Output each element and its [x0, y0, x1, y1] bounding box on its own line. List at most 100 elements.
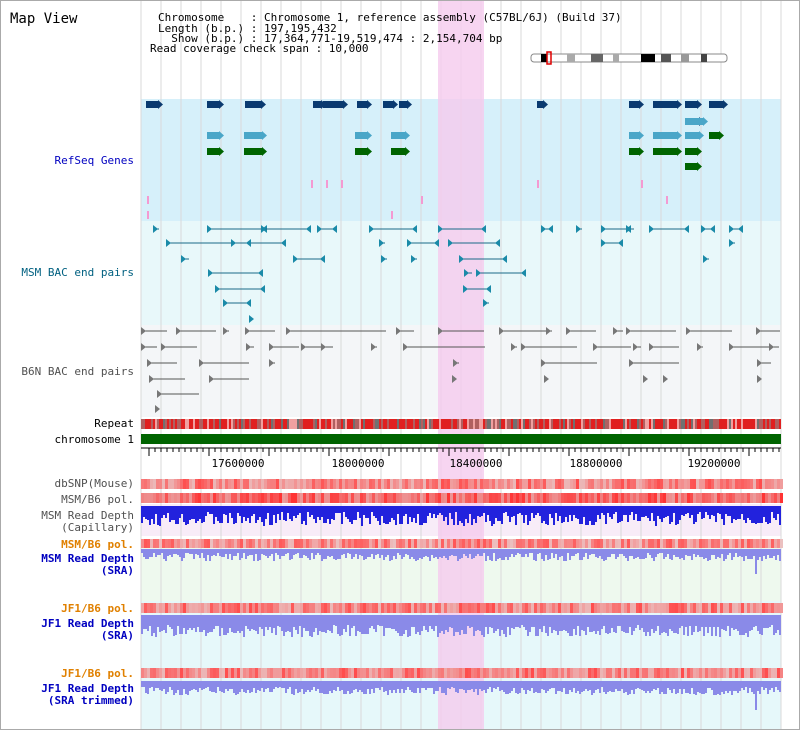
polymorphism-cell	[168, 539, 171, 548]
polymorphism-cell	[591, 479, 594, 489]
polymorphism-cell	[201, 603, 204, 613]
polymorphism-cell	[750, 479, 753, 489]
repeat-segment	[663, 419, 665, 429]
polymorphism-cell	[198, 493, 201, 503]
polymorphism-cell	[672, 668, 675, 678]
bac-end	[626, 225, 631, 233]
read-depth-bar	[223, 506, 225, 514]
read-depth-bar	[205, 506, 207, 516]
read-depth-bar	[261, 681, 263, 688]
read-depth-bar	[761, 615, 763, 635]
gene-strand-arrow	[367, 100, 372, 109]
polymorphism-cell	[351, 539, 354, 548]
polymorphism-cell	[666, 668, 669, 678]
read-depth-bar	[263, 681, 265, 692]
track-label-chromosome[interactable]: chromosome 1	[54, 433, 134, 446]
read-depth-bar	[229, 506, 231, 513]
repeat-segment	[733, 419, 735, 429]
polymorphism-cell	[255, 539, 258, 548]
polymorphism-cell	[723, 479, 726, 489]
bac-end	[249, 315, 254, 323]
track-label-dbsnp[interactable]: dbSNP(Mouse)	[54, 477, 134, 490]
track-label-jf1-depth-sra[interactable]: JF1 Read Depth	[41, 617, 134, 630]
polymorphism-cell	[474, 479, 477, 489]
read-depth-bar	[735, 506, 737, 520]
read-depth-bar	[673, 681, 675, 689]
polymorphism-cell	[639, 668, 642, 678]
read-depth-bar	[661, 681, 663, 692]
polymorphism-cell	[285, 479, 288, 489]
polymorphism-cell	[387, 668, 390, 678]
read-depth-bar	[673, 506, 675, 513]
track-label-jf1-pol-2[interactable]: JF1/B6 pol.	[61, 667, 134, 680]
read-depth-bar	[661, 549, 663, 553]
bac-end	[463, 285, 468, 293]
read-depth-bar	[707, 681, 709, 688]
track-label-msm-pol[interactable]: MSM/B6 pol.	[61, 493, 134, 506]
track-label-msm-bac[interactable]: MSM BAC end pairs	[21, 266, 134, 279]
read-depth-bar	[443, 549, 445, 556]
polymorphism-cell	[360, 668, 363, 678]
read-depth-bar	[617, 549, 619, 557]
read-depth-bar	[541, 615, 543, 632]
track-label-jf1-depth-trim[interactable]: JF1 Read Depth	[41, 682, 134, 695]
polymorphism-cell	[171, 539, 174, 548]
polymorphism-cell	[684, 493, 687, 503]
repeat-segment	[309, 419, 311, 429]
read-depth-bar	[353, 615, 355, 626]
polymorphism-cell	[477, 668, 480, 678]
read-depth-bar	[295, 549, 297, 554]
polymorphism-cell	[420, 668, 423, 678]
polymorphism-cell	[339, 603, 342, 613]
read-depth-bar	[305, 506, 307, 525]
polymorphism-cell	[231, 479, 234, 489]
read-depth-bar	[535, 681, 537, 692]
read-depth-bar	[729, 615, 731, 636]
track-label-jf1-pol[interactable]: JF1/B6 pol.	[61, 602, 134, 615]
gene-strand-arrow	[699, 131, 704, 140]
repeat-segment	[215, 419, 217, 429]
track-label-repeat[interactable]: Repeat	[94, 417, 134, 430]
bac-end	[321, 343, 326, 351]
read-depth-bar	[441, 506, 443, 515]
polymorphism-cell	[348, 603, 351, 613]
bac-end	[729, 343, 734, 351]
polymorphism-cell	[516, 603, 519, 613]
read-depth-bar	[281, 615, 283, 631]
read-depth-bar	[521, 615, 523, 625]
read-depth-bar	[217, 615, 219, 626]
read-depth-bar	[213, 615, 215, 629]
polymorphism-cell	[705, 479, 708, 489]
read-depth-bar	[359, 549, 361, 555]
read-depth-bar	[593, 506, 595, 525]
polymorphism-cell	[366, 493, 369, 503]
track-label-refseq[interactable]: RefSeq Genes	[54, 154, 134, 167]
read-depth-bar	[655, 615, 657, 631]
repeat-segment	[403, 419, 405, 429]
bac-end	[286, 327, 291, 335]
read-depth-bar	[283, 615, 285, 636]
read-depth-bar	[729, 506, 731, 516]
read-depth-bar	[153, 615, 155, 633]
polymorphism-cell	[573, 493, 576, 503]
read-depth-bar	[401, 615, 403, 636]
polymorphism-cell	[438, 668, 441, 678]
read-depth-bar	[433, 681, 435, 694]
polymorphism-cell	[189, 539, 192, 548]
polymorphism-cell	[294, 479, 297, 489]
read-depth-bar	[709, 549, 711, 560]
track-label-msm-pol-2[interactable]: MSM/B6 pol.	[61, 538, 134, 551]
repeat-segment	[611, 419, 613, 429]
track-label-msm-depth-cap[interactable]: MSM Read Depth	[41, 509, 134, 522]
polymorphism-cell	[210, 539, 213, 548]
repeat-segment	[705, 419, 707, 429]
track-label-b6n-bac[interactable]: B6N BAC end pairs	[21, 365, 134, 378]
polymorphism-cell	[438, 539, 441, 548]
repeat-segment	[377, 419, 379, 429]
bac-end	[246, 343, 251, 351]
read-depth-bar	[209, 615, 211, 632]
read-depth-bar	[715, 506, 717, 522]
track-label-msm-depth-sra[interactable]: MSM Read Depth	[41, 552, 134, 565]
polymorphism-cell	[612, 479, 615, 489]
